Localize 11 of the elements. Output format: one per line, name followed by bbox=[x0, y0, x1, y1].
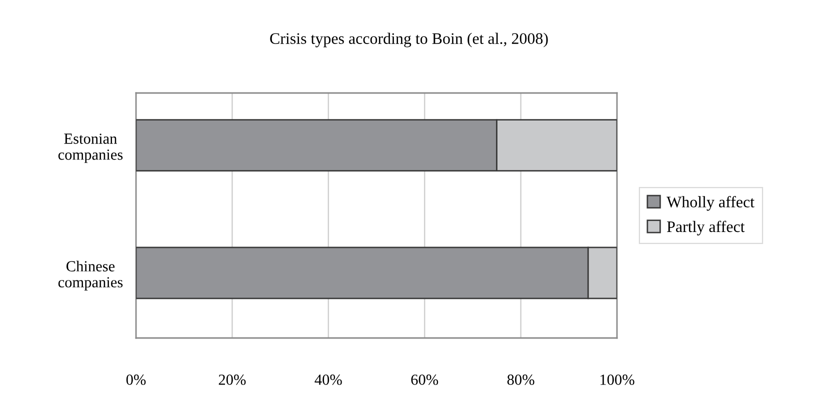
x-tick-label: 60% bbox=[411, 374, 438, 385]
legend-label: Wholly affect bbox=[666, 196, 754, 211]
x-tick-label: 80% bbox=[507, 374, 534, 385]
x-tick-label: 20% bbox=[218, 374, 246, 385]
x-tick-label: 100% bbox=[600, 374, 634, 385]
chart-title: Crisis types according to Boin (et al., 2008) bbox=[270, 32, 548, 48]
x-tick-label: 0% bbox=[126, 374, 146, 385]
y-tick-label: Estonian companies bbox=[58, 134, 123, 163]
x-tick-label: 40% bbox=[314, 374, 342, 385]
legend-label: Partly affect bbox=[667, 220, 745, 236]
y-tick-label: Chinese companies bbox=[58, 260, 123, 291]
